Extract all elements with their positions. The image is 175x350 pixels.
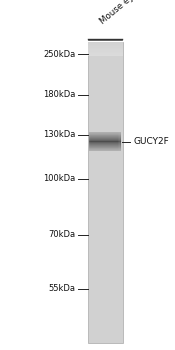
Bar (88, 42, 122, 43)
Bar (88, 52, 122, 53)
Bar (89, 137, 121, 138)
Bar (88, 48, 122, 49)
Bar (119, 132, 120, 151)
Bar (89, 139, 121, 140)
Bar (89, 145, 121, 146)
Bar (89, 133, 121, 134)
Bar (88, 53, 122, 54)
Text: Mouse eye: Mouse eye (98, 0, 140, 26)
Bar (89, 150, 121, 151)
Bar (89, 140, 121, 141)
Bar (89, 142, 121, 143)
Bar (89, 136, 121, 137)
Text: 130kDa: 130kDa (43, 130, 75, 139)
Bar (88, 46, 122, 47)
Bar (88, 47, 122, 48)
Text: 180kDa: 180kDa (43, 90, 75, 99)
Bar (89, 144, 121, 145)
Text: GUCY2F: GUCY2F (133, 137, 169, 146)
Bar (88, 54, 122, 55)
Text: 55kDa: 55kDa (48, 284, 75, 293)
Text: 250kDa: 250kDa (43, 50, 75, 59)
Bar (89, 146, 121, 147)
Bar (90, 132, 91, 151)
Bar (88, 55, 122, 56)
Bar (88, 51, 122, 52)
Bar (88, 45, 122, 46)
Text: 70kDa: 70kDa (48, 230, 75, 239)
Bar (88, 42, 122, 343)
Text: 100kDa: 100kDa (43, 174, 75, 183)
Bar (89, 147, 121, 148)
Bar (88, 44, 122, 45)
Bar (89, 132, 90, 151)
Bar (88, 43, 122, 44)
Bar (89, 141, 121, 142)
Bar (89, 134, 121, 135)
Bar (89, 135, 121, 136)
Bar (88, 50, 122, 51)
Bar (88, 49, 122, 50)
Bar (89, 132, 121, 133)
Bar (89, 149, 121, 150)
Bar (89, 138, 121, 139)
Bar (118, 132, 119, 151)
Bar (89, 148, 121, 149)
